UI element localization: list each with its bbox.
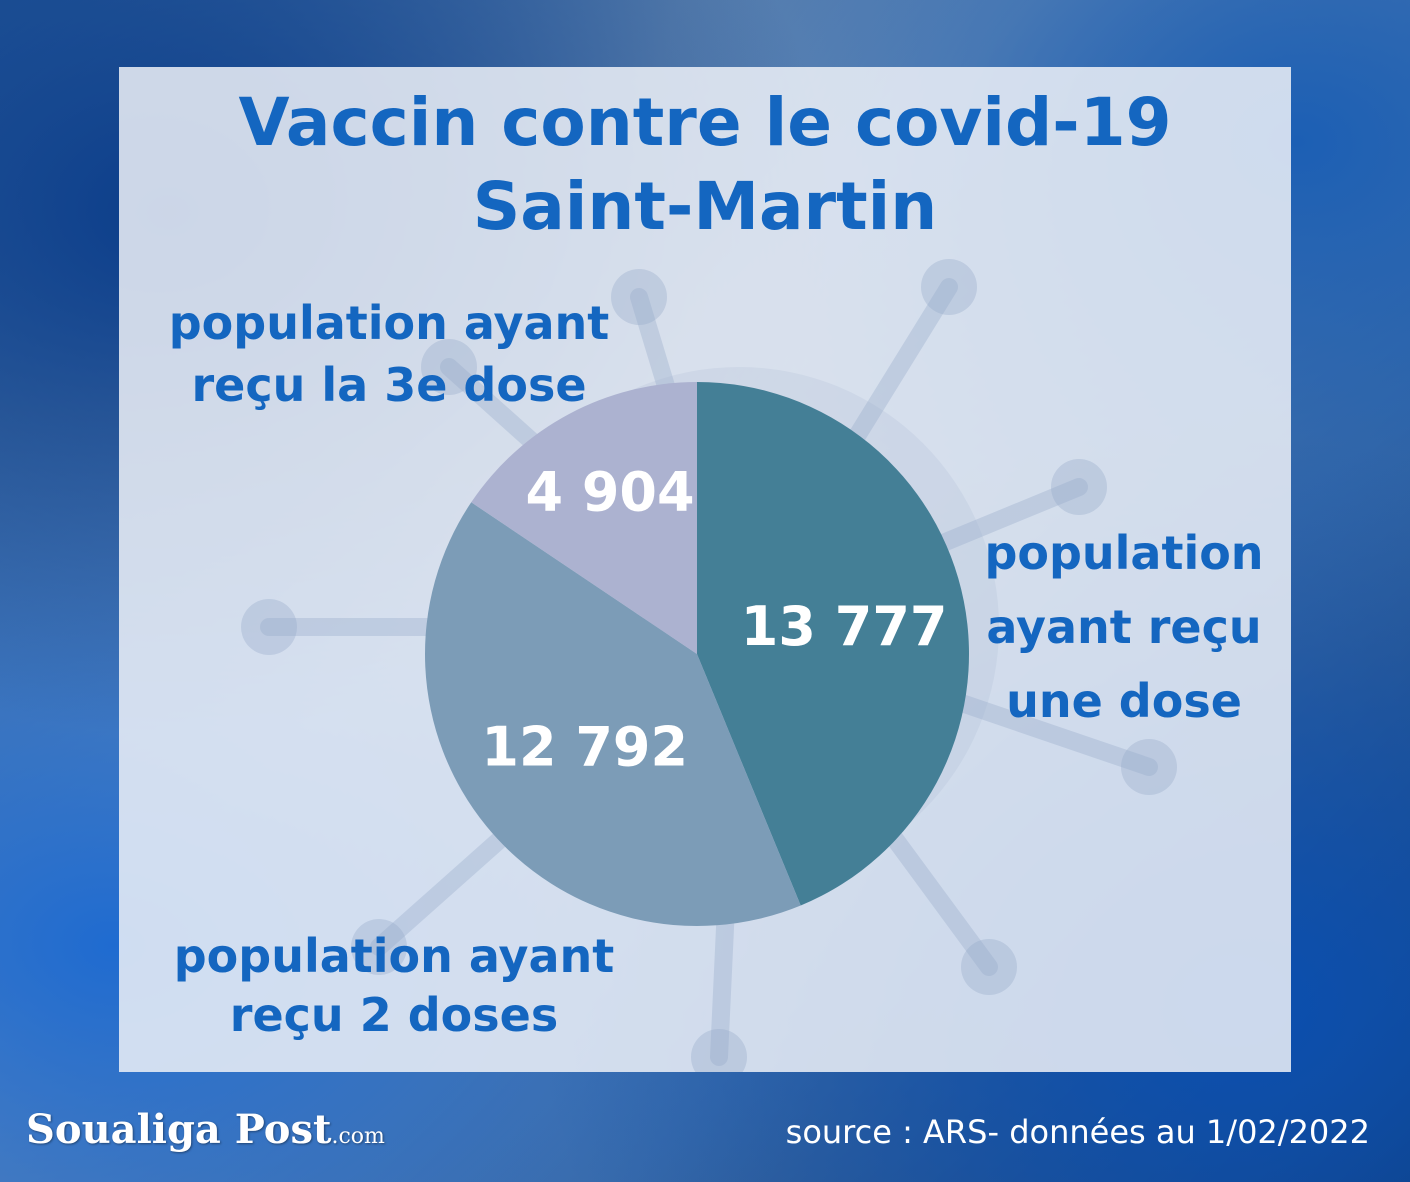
soualiga-post-logo: Soualiga Post.com [26, 1106, 385, 1153]
label-one-dose-line3: une dose [1006, 674, 1242, 728]
pie-chart: 13 777 12 792 4 904 [424, 381, 970, 927]
pie-slice-third-dose [471, 382, 697, 654]
data-label-two-doses: 12 792 [481, 716, 688, 779]
chart-title-line2: Saint-Martin [472, 168, 938, 245]
pie-slice-one-dose [697, 381, 970, 906]
label-third-dose-line1: population ayant [168, 296, 610, 350]
logo-text: Soualiga Post [26, 1106, 332, 1153]
label-two-doses-line2: reçu 2 doses [229, 988, 559, 1042]
label-two-doses-line1: population ayant [173, 929, 615, 983]
pie-slice-two-doses [424, 502, 801, 927]
label-one-dose-line1: population [984, 526, 1264, 580]
chart-title-line1: Vaccin contre le covid-19 [238, 84, 1172, 161]
label-one-dose-line2: ayant reçu [986, 600, 1262, 654]
data-label-one-dose: 13 777 [741, 595, 948, 658]
source-note: source : ARS- données au 1/02/2022 [785, 1113, 1370, 1151]
data-label-third-dose: 4 904 [525, 461, 694, 524]
logo-suffix: .com [331, 1124, 385, 1149]
chart-panel: Vaccin contre le covid-19 Saint-Martin p… [119, 67, 1291, 1072]
label-third-dose-line2: reçu la 3e dose [191, 358, 587, 412]
